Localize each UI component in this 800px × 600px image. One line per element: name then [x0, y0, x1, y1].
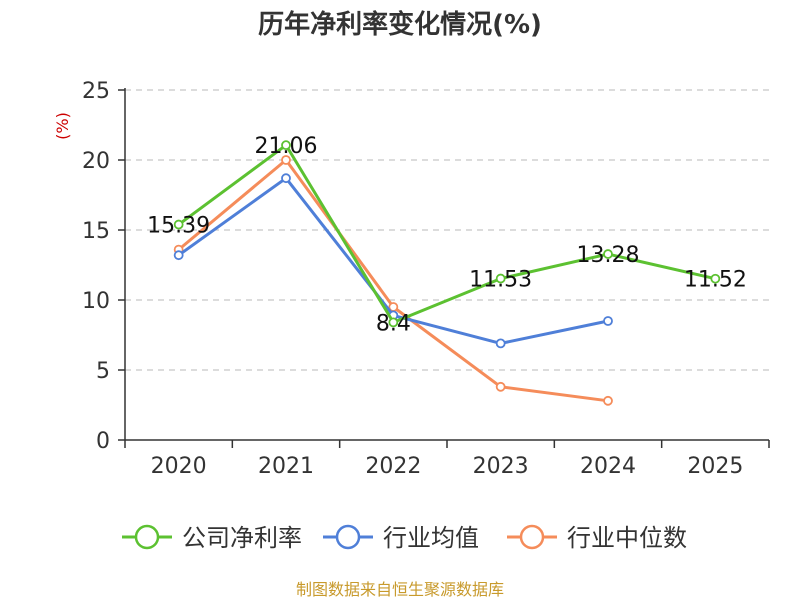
x-tick-label: 2025 — [687, 454, 743, 479]
y-tick-label: 5 — [96, 359, 110, 384]
chart-title: 历年净利率变化情况(%) — [258, 9, 542, 40]
data-point — [495, 273, 506, 284]
x-tick-label: 2022 — [365, 454, 421, 479]
y-tick-label: 0 — [96, 429, 110, 454]
x-tick-label: 2021 — [258, 454, 314, 479]
series-line — [177, 158, 609, 403]
data-point — [173, 250, 184, 261]
y-tick-label: 15 — [82, 219, 110, 244]
data-labels: 15.39 21.06 8.4 11.53 13.28 11.52 — [147, 134, 747, 336]
data-label: 8.4 — [376, 311, 411, 336]
legend: 公司净利率 行业均值 行业中位数 — [122, 524, 687, 552]
legend-label: 公司净利率 — [182, 524, 302, 552]
data-point — [495, 338, 506, 349]
data-source-note: 制图数据来自恒生聚源数据库 — [296, 580, 504, 599]
series-lines — [173, 140, 721, 406]
legend-swatch-marker — [335, 524, 361, 550]
legend-item[interactable]: 行业中位数 — [507, 524, 687, 552]
legend-label: 行业中位数 — [567, 524, 687, 552]
y-tick-label: 25 — [82, 79, 110, 104]
legend-item[interactable]: 公司净利率 — [122, 524, 302, 552]
legend-swatch-marker — [134, 524, 160, 550]
legend-label: 行业均值 — [383, 524, 479, 552]
y-axis-unit-label: (%) — [53, 112, 72, 140]
data-label: 11.52 — [684, 268, 747, 293]
data-point — [495, 381, 506, 392]
data-label: 13.28 — [577, 243, 640, 268]
data-point — [281, 140, 291, 151]
data-point — [281, 173, 291, 184]
data-point — [603, 249, 613, 259]
x-tick-label: 2023 — [473, 454, 529, 479]
y-tick-label: 10 — [82, 289, 110, 314]
x-tick-label: 2020 — [151, 454, 207, 479]
data-point — [173, 219, 184, 230]
data-label: 21.06 — [255, 134, 318, 159]
x-tick-label: 2024 — [580, 454, 636, 479]
legend-item[interactable]: 行业均值 — [323, 524, 479, 552]
legend-swatch-marker — [519, 524, 545, 550]
data-point — [603, 316, 613, 326]
data-point — [603, 395, 613, 406]
y-tick-label: 20 — [82, 149, 110, 174]
data-label: 15.39 — [147, 214, 210, 239]
series-line — [177, 143, 716, 324]
data-point — [710, 273, 721, 284]
data-label: 11.53 — [469, 268, 532, 293]
data-point — [388, 317, 399, 328]
data-point — [281, 155, 291, 165]
